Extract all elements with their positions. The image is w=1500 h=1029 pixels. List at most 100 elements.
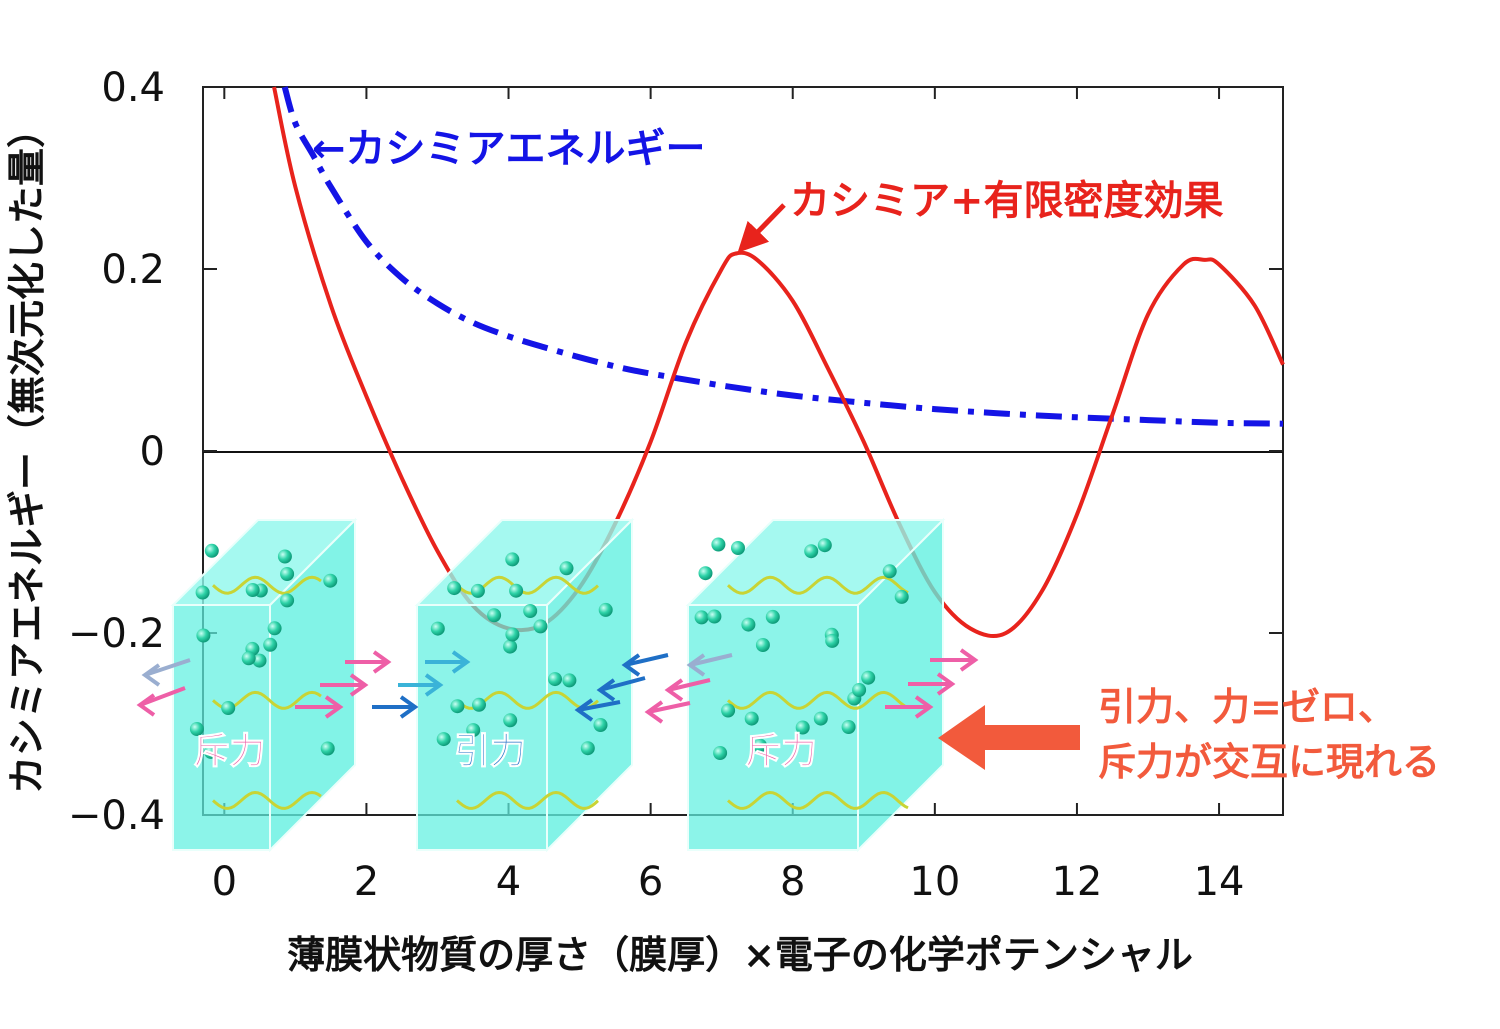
series-casimir-finite-density <box>272 86 1285 639</box>
y-tick-label: 0.2 <box>101 247 165 293</box>
repulse-arrow-head <box>349 673 369 697</box>
y-ticks: −0.4 −0.2 0 0.2 0.4 <box>68 65 1283 839</box>
repulse-arrow-head <box>324 695 344 719</box>
electron-ball <box>753 738 767 753</box>
electron-ball <box>841 720 856 734</box>
x-tick-label: 12 <box>1051 859 1102 905</box>
electron-ball <box>698 566 713 581</box>
film-box-3: 斥力 <box>685 517 946 853</box>
electron-ball <box>882 564 897 579</box>
electron-ball <box>509 583 524 598</box>
electron-ball <box>280 593 295 608</box>
electron-ball <box>503 639 518 654</box>
y-tick-label: 0 <box>140 429 165 475</box>
attract-arrow <box>599 676 646 692</box>
photon-wave <box>212 790 322 810</box>
red-label-arrow <box>737 203 786 253</box>
film-box-2: 引力 <box>414 517 635 853</box>
electron-ball <box>852 683 867 697</box>
electron-ball <box>487 608 502 623</box>
series-layer <box>272 86 1285 639</box>
electron-ball <box>320 741 335 756</box>
electron-ball <box>466 723 481 738</box>
result-line-2: 斥力が交互に現れる <box>1098 740 1440 784</box>
electron-ball <box>593 718 608 732</box>
electron-ball <box>189 722 204 736</box>
x-tick-label: 14 <box>1194 859 1245 905</box>
repulse-arrow-head <box>664 678 684 702</box>
attract-arrow-head <box>451 650 471 674</box>
electron-ball <box>721 703 736 718</box>
electron-ball <box>267 621 282 636</box>
electron-ball <box>277 549 292 564</box>
electron-ball <box>731 541 745 555</box>
electron-ball <box>559 561 574 576</box>
electron-ball <box>203 744 218 759</box>
electron-ball <box>447 581 462 596</box>
electron-ball <box>894 589 909 604</box>
repulse-arrow-head <box>141 663 161 687</box>
box-force-label: 斥力 <box>193 731 265 772</box>
electron-ball <box>252 653 267 668</box>
electron-ball <box>523 604 538 618</box>
repulse-arrow-head <box>644 700 664 724</box>
y-tick-label: −0.4 <box>68 793 165 839</box>
result-line-1: 引力、力=ゼロ、 <box>1098 685 1396 729</box>
electron-ball <box>505 552 520 567</box>
electron-ball <box>450 699 465 714</box>
electron-ball <box>323 573 338 588</box>
electron-ball <box>221 701 236 715</box>
electron-ball <box>795 720 810 735</box>
series-casimir-energy <box>281 86 1284 427</box>
electron-ball <box>765 609 780 624</box>
electron-ball <box>245 583 260 597</box>
result-arrow <box>938 705 1080 770</box>
x-tick-label: 6 <box>638 859 663 905</box>
photon-wave <box>456 790 599 810</box>
electron-ball <box>503 713 518 728</box>
x-axis-label: 薄膜状物質の厚さ（膜厚）×電子の化学ポテンシャル <box>287 933 1193 977</box>
repulse-arrow <box>667 678 711 692</box>
red-series-label: カシミア+有限密度効果 <box>790 178 1224 224</box>
attract-arrow-head <box>424 673 444 697</box>
x-tick-label: 10 <box>909 859 960 905</box>
electron-ball <box>436 732 451 747</box>
electron-ball <box>804 544 819 559</box>
electron-ball <box>280 567 295 581</box>
y-axis-label: カシミアエネルギー（無次元化した量） <box>5 110 49 794</box>
electron-ball <box>204 543 219 558</box>
illustration-layer: 斥力 引力 斥力 <box>136 517 979 853</box>
electron-ball <box>430 621 445 636</box>
x-tick-label: 8 <box>780 859 805 905</box>
attract-arrow-head <box>399 695 419 719</box>
electron-ball <box>741 617 756 632</box>
repulse-arrow-head <box>686 653 706 677</box>
electron-ball <box>241 651 256 666</box>
photon-wave <box>727 690 909 710</box>
repulse-arrow-head <box>959 648 979 672</box>
photon-wave <box>212 575 322 595</box>
electron-ball <box>707 609 722 624</box>
electron-ball <box>861 670 876 685</box>
electron-ball <box>598 602 613 617</box>
repulse-arrow <box>144 658 191 677</box>
electron-ball <box>263 637 278 652</box>
electron-ball <box>580 741 595 756</box>
attract-arrow <box>577 700 621 712</box>
attract-arrow-head <box>596 678 616 702</box>
box-front <box>416 604 548 851</box>
repulse-arrow-head <box>372 650 392 674</box>
box-front <box>172 604 271 851</box>
y-tick-label: −0.2 <box>68 611 165 657</box>
photon-wave <box>727 790 909 810</box>
repulse-arrow-head <box>914 695 934 719</box>
electron-ball <box>813 711 828 726</box>
x-tick-label: 2 <box>354 859 379 905</box>
electron-ball <box>562 673 577 688</box>
attract-arrow <box>624 653 669 667</box>
x-tick-label: 4 <box>496 859 521 905</box>
blue-series-label: ←カシミアエネルギー <box>312 126 706 172</box>
film-box-1: 斥力 <box>170 517 358 853</box>
repulse-arrow-head <box>136 693 156 717</box>
